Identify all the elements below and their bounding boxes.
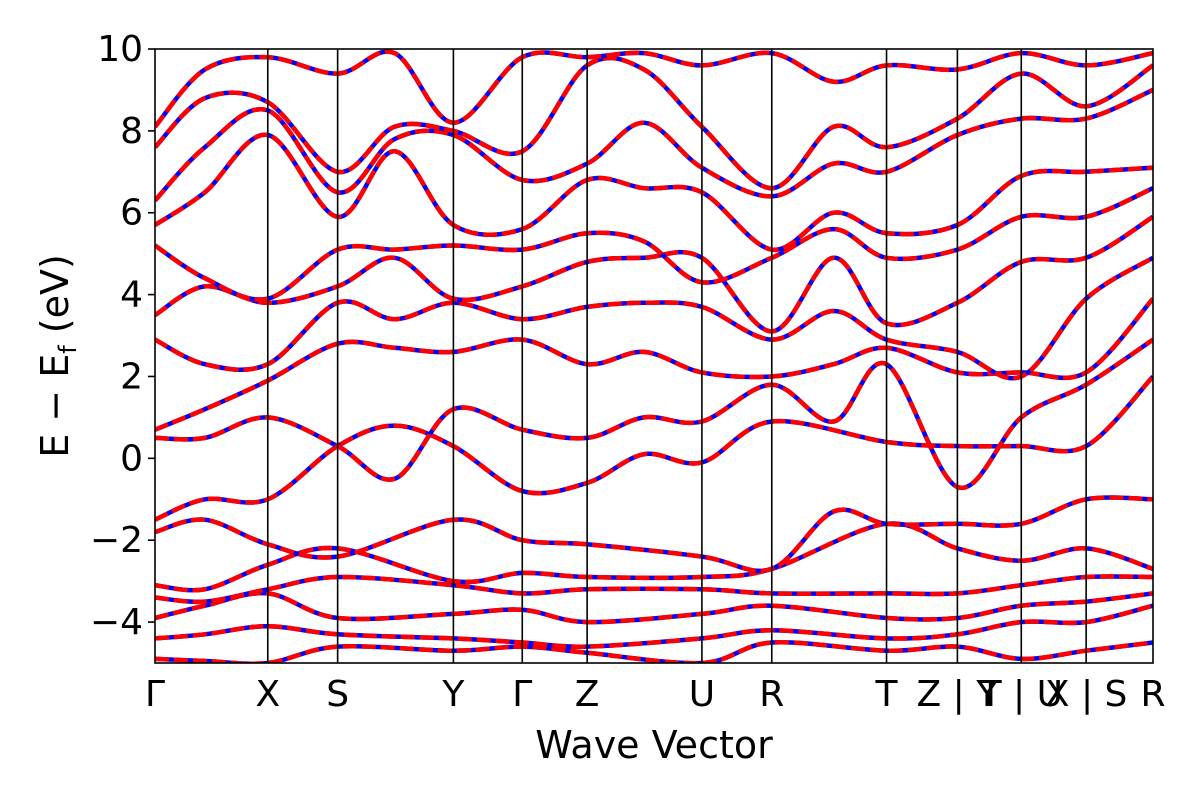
- band-lines: [155, 49, 1153, 663]
- y-axis-ticks: 10 8 6 4 2 0 −2 −4: [90, 29, 155, 643]
- y-tick-label: 8: [120, 111, 143, 152]
- band-2-fit: [155, 590, 1153, 625]
- x-tick-label: T: [875, 674, 899, 715]
- x-tick-label: Γ: [145, 674, 165, 715]
- band-3-fit: [155, 574, 1153, 605]
- band-4-fit: [155, 521, 1153, 593]
- y-tick-label: 10: [97, 29, 143, 70]
- x-axis-label: Wave Vector: [535, 723, 773, 767]
- x-tick-label: S: [326, 674, 349, 715]
- x-axis-ticks: Γ X S Y Γ Z U R T Z | YT | UX | S R: [145, 674, 1166, 715]
- y-tick-label: −4: [90, 602, 143, 643]
- band-11-fit: [155, 186, 1153, 302]
- band-12-reference: [155, 132, 1153, 252]
- band-0-fit: [155, 639, 1153, 663]
- y-tick-label: −2: [90, 520, 143, 561]
- y-tick-label: 2: [120, 356, 143, 397]
- plot-frame: [154, 48, 1154, 664]
- y-axis-label-unit: (eV): [33, 254, 77, 345]
- band-6-fit: [155, 374, 1153, 522]
- x-tick-label: R: [1140, 674, 1165, 715]
- y-tick-label: 6: [120, 193, 143, 234]
- x-tick-label: U: [689, 674, 715, 715]
- band-8-fit: [155, 297, 1153, 432]
- x-tick-label: Y: [441, 674, 465, 715]
- band-9-fit: [155, 255, 1153, 381]
- x-tick-label: Γ: [512, 674, 532, 715]
- high-symmetry-lines: [266, 49, 1087, 663]
- x-tick-label: Z: [575, 674, 600, 715]
- band-15-reference: [155, 49, 1153, 129]
- y-axis-label: E − Ef (eV): [33, 254, 82, 458]
- band-14-fit: [155, 55, 1153, 191]
- y-tick-label: 4: [120, 275, 143, 316]
- y-axis-label-subscript: f: [54, 345, 82, 354]
- band-10-fit: [155, 214, 1153, 334]
- x-tick-label: T | U: [979, 674, 1063, 715]
- band-7-fit: [155, 337, 1153, 491]
- y-axis-label-main: E − E: [33, 354, 77, 458]
- band-8-reference: [155, 297, 1153, 432]
- x-tick-label: Z | Y: [917, 674, 1000, 715]
- band-13-fit: [155, 87, 1153, 203]
- band-11-reference: [155, 186, 1153, 302]
- y-tick-label: 0: [120, 438, 143, 479]
- band-5-fit: [155, 495, 1153, 574]
- x-tick-label: X | S: [1045, 674, 1128, 715]
- x-tick-label: X: [255, 674, 280, 715]
- x-tick-label: R: [759, 674, 784, 715]
- band-7-reference: [155, 337, 1153, 491]
- band-1-fit: [155, 603, 1153, 649]
- band-15-fit: [155, 49, 1153, 129]
